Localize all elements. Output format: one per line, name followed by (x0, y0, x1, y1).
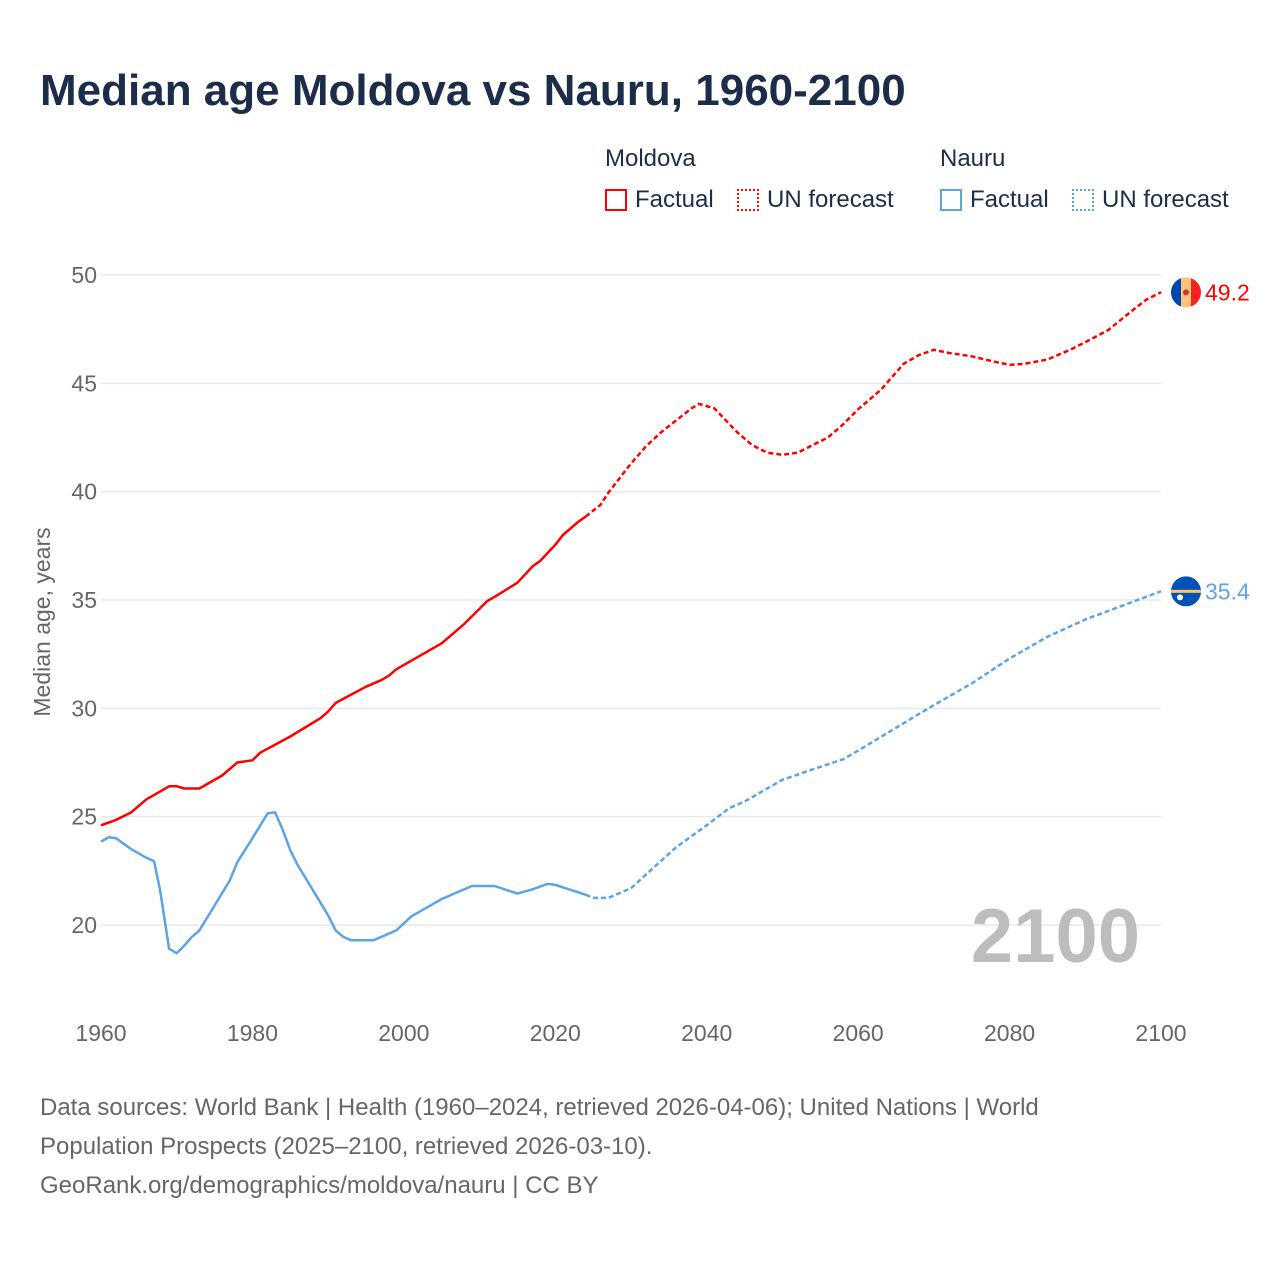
x-tick-label: 2040 (681, 1020, 732, 1046)
nauru-factual-line (100, 811, 586, 955)
source-line: Data sources: World Bank | Health (1960–… (40, 1094, 1039, 1121)
x-tick-label: 1980 (227, 1020, 278, 1046)
legend-nauru-forecast[interactable]: UN forecast (1072, 186, 1229, 214)
y-tick-label: 35 (71, 587, 97, 613)
source-note: Data sources: World Bank | Health (1960–… (40, 1088, 1190, 1205)
moldova-end-value-label: 49.2 (1205, 279, 1250, 305)
legend-label: UN forecast (767, 186, 894, 213)
source-line: Population Prospects (2025–2100, retriev… (40, 1133, 653, 1160)
x-tick-label: 2060 (833, 1020, 884, 1046)
legend-group-nauru: Nauru (940, 145, 1006, 172)
nauru-forecast-line (585, 590, 1162, 900)
legend-label: Factual (635, 186, 714, 213)
x-tick-label: 2000 (378, 1020, 429, 1046)
moldova-factual-line (100, 515, 587, 827)
legend-label: Factual (970, 186, 1049, 213)
year-watermark: 2100 (971, 894, 1140, 979)
legend-label: UN forecast (1102, 186, 1229, 213)
y-tick-label: 30 (71, 695, 97, 721)
legend-moldova-factual[interactable]: Factual (605, 186, 714, 214)
legend-swatch-dotted (737, 189, 759, 211)
legend-nauru-factual[interactable]: Factual (940, 186, 1049, 214)
legend-swatch-solid (940, 189, 962, 211)
source-link[interactable]: GeoRank.org/demographics/moldova/nauru |… (40, 1172, 599, 1199)
y-tick-label: 40 (71, 479, 97, 505)
moldova-forecast-line (584, 291, 1162, 518)
x-tick-label: 2080 (984, 1020, 1035, 1046)
moldova-flag-icon (1171, 277, 1201, 308)
chart-title: Median age Moldova vs Nauru, 1960-2100 (40, 66, 906, 115)
y-tick-label: 20 (71, 912, 97, 938)
legend-group-moldova: Moldova (605, 145, 696, 172)
nauru-end-value-label: 35.4 (1205, 578, 1250, 604)
y-axis-label: Median age, years (29, 527, 55, 716)
x-tick-label: 2020 (530, 1020, 581, 1046)
legend-moldova-forecast[interactable]: UN forecast (737, 186, 894, 214)
y-tick-label: 45 (71, 370, 97, 396)
legend-swatch-solid (605, 189, 627, 211)
nauru-flag-icon (1171, 576, 1201, 607)
y-tick-label: 25 (71, 804, 97, 830)
x-tick-label: 1960 (75, 1020, 126, 1046)
x-tick-label: 2100 (1135, 1020, 1186, 1046)
legend-swatch-dotted (1072, 189, 1094, 211)
y-tick-label: 50 (71, 262, 97, 288)
